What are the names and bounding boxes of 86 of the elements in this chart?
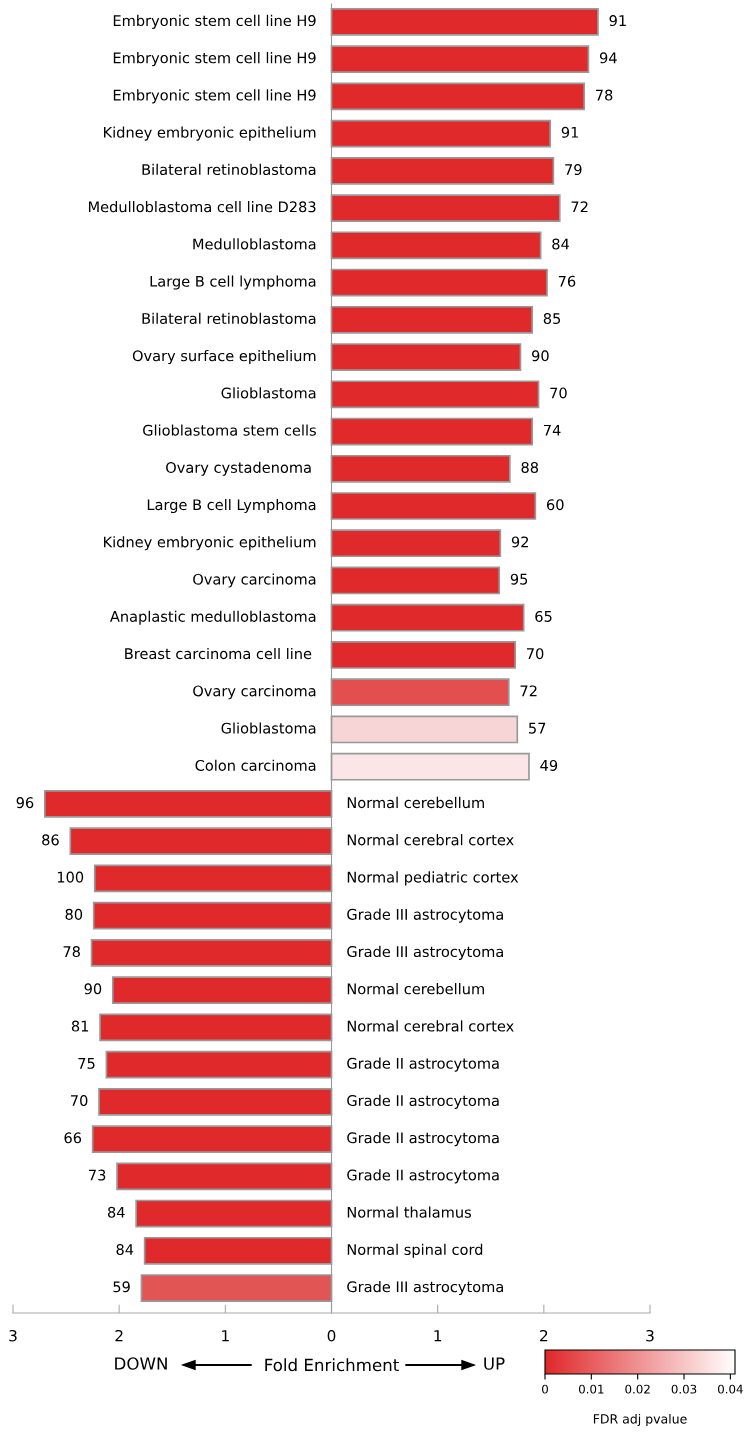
annotation: 92 [511,536,529,548]
y-tick-label: Grade III astrocytoma [347,1280,503,1296]
annotation: 90 [84,983,102,995]
x-tick-label: 2 [115,1329,123,1342]
annotation: 94 [599,52,617,64]
y-tick-label: Glioblastoma [221,722,316,734]
y-tick-label: Large B cell lymphoma [150,275,316,290]
y-tick-label: Kidney embryonic epithelium [104,536,316,551]
y-tick-label: Normal cerebral cortex [347,834,514,846]
y-tick-label: Normal spinal cord [347,1243,483,1258]
y-tick-label: Ovary carcinoma [193,573,316,588]
y-tick-label: Kidney embryonic epithelium [104,126,316,141]
annotation: 72 [571,201,588,213]
color-bar-title: FDR adj pvalue [593,1413,687,1427]
y-tick-label: Ovary cystadenoma [166,461,311,476]
color-bar-label: 0 [542,1384,548,1394]
y-tick-label: Ovary surface epithelium [132,349,316,365]
annotation: 75 [78,1058,95,1069]
y-tick-label: Colon carcinoma [195,759,316,771]
y-tick-label: Bilateral retinoblastoma [142,163,316,176]
annotation: 57 [529,722,546,734]
annotation: 70 [550,387,567,399]
annotation: 84 [116,1244,134,1256]
y-tick-label: Bilateral retinoblastoma [142,312,316,325]
y-tick-label: Normal pediatric cortex [347,871,519,886]
annotation: 86 [42,834,59,846]
y-tick-label: Normal cerebral cortex [347,1020,514,1032]
annotation: 73 [89,1169,106,1181]
annotation: 96 [16,797,34,809]
y-tick-label: Grade II astrocytoma [347,1094,499,1109]
annotation: 78 [595,89,613,101]
annotation: 91 [609,15,626,27]
annotation: 95 [510,573,528,585]
y-tick-label: Ovary carcinoma [193,685,316,700]
annotation: 66 [64,1132,82,1144]
color-bar-label: 0.03 [671,1384,697,1394]
annotation: 79 [565,164,582,176]
y-tick-label: Normal thalamus [347,1206,471,1218]
y-tick-label: Normal cerebellum [347,796,484,809]
text: DOWN [115,1357,167,1370]
y-tick-label: Embryonic stem cell line H9 [113,89,316,104]
y-tick-label: Glioblastoma stem cells [143,424,316,436]
y-tick-label: Embryonic stem cell line H9 [113,52,316,67]
y-tick-label: Grade II astrocytoma [347,1169,499,1184]
annotation: 70 [71,1095,88,1107]
x-tick-label: 3 [9,1329,17,1342]
text: UP [484,1357,505,1370]
annotation: 65 [535,610,552,622]
annotation: 78 [63,946,80,958]
x-tick-label: 1 [222,1330,229,1342]
annotation: 80 [65,908,83,920]
annotation: 84 [107,1206,125,1218]
y-tick-label: Embryonic stem cell line H9 [113,14,316,29]
annotation: 74 [543,424,561,436]
annotation: 90 [532,350,549,362]
color-bar-label: 0.04 [718,1384,743,1394]
y-tick-label: Grade III astrocytoma [347,908,503,923]
annotation: 76 [558,275,576,287]
y-tick-label: Anaplastic medulloblastoma [110,610,316,625]
annotation: 81 [71,1020,89,1032]
y-tick-label: Grade III astrocytoma [347,945,503,960]
annotation: 84 [552,238,569,250]
y-tick-label: Grade II astrocytoma [347,1057,499,1072]
annotation: 85 [543,313,561,325]
y-tick-label: Grade II astrocytoma [347,1132,499,1147]
annotation: 59 [113,1281,130,1293]
annotation: 100 [57,871,84,883]
color-bar-label: 0.02 [625,1384,650,1394]
y-tick-label: Breast carcinoma cell line [125,647,312,660]
annotation: 91 [561,126,579,138]
x-tick-label: 0 [327,1329,336,1342]
annotation: 49 [540,759,558,771]
y-tick-label: Normal cerebellum [347,983,484,995]
x-axis-title: Fold Enrichment [265,1358,399,1372]
color-bar-label: 0.01 [578,1384,604,1394]
annotation: 70 [526,648,544,660]
x-tick-label: 1 [434,1330,442,1342]
annotation: 72 [520,685,537,697]
y-tick-label: Medulloblastoma cell line D283 [88,201,316,213]
y-tick-label: Medulloblastoma [193,238,316,250]
x-tick-label: 3 [646,1329,654,1342]
annotation: 88 [521,461,539,473]
y-tick-label: Large B cell Lymphoma [147,498,316,514]
y-tick-label: Glioblastoma [221,387,316,399]
annotation: 60 [546,499,564,511]
x-tick-label: 2 [540,1329,548,1342]
